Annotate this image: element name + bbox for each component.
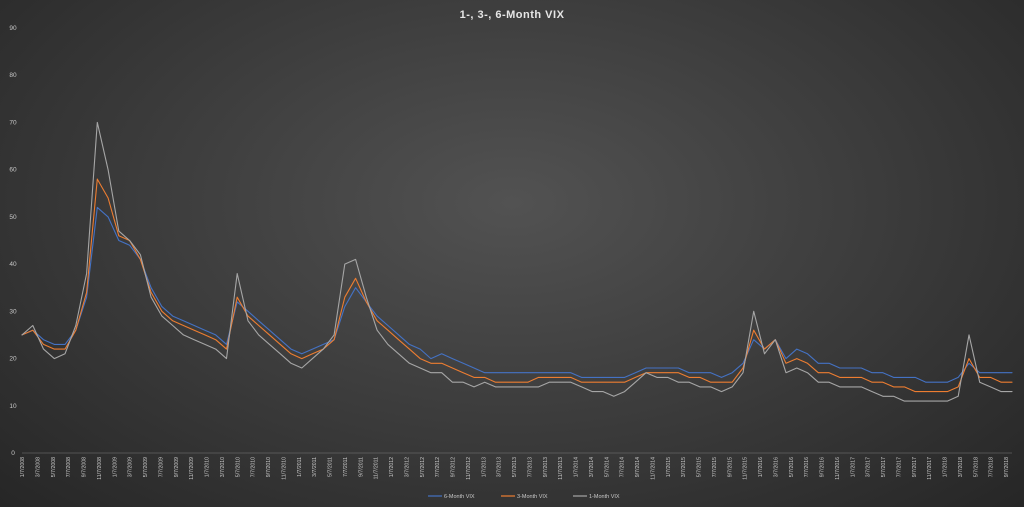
chart-title: 1-, 3-, 6-Month VIX xyxy=(460,9,565,21)
x-tick-label: 3/7/2015 xyxy=(681,457,687,477)
x-tick-label: 11/7/2013 xyxy=(558,457,564,480)
x-tick-label: 9/7/2009 xyxy=(174,457,180,477)
x-tick-label: 3/7/2017 xyxy=(866,457,872,477)
x-tick-label: 9/7/2008 xyxy=(82,457,88,477)
x-tick-label: 9/7/2015 xyxy=(727,457,733,477)
x-axis: 1/7/2008 3/7/2008 5/7/2008 7/7/2008 9/7/2008… xyxy=(20,457,1010,480)
y-axis: 0 10 20 30 40 50 60 70 80 90 xyxy=(9,25,17,457)
x-tick-label: 5/7/2018 xyxy=(973,457,979,477)
y-tick-label: 40 xyxy=(9,261,17,268)
x-tick-label: 5/7/2011 xyxy=(328,457,334,477)
x-tick-label: 11/7/2008 xyxy=(97,457,103,480)
y-tick-label: 20 xyxy=(9,356,17,363)
legend-label: 1-Month VIX xyxy=(589,494,620,500)
x-tick-label: 9/7/2013 xyxy=(543,457,549,477)
y-tick-label: 90 xyxy=(9,25,17,32)
y-tick-label: 50 xyxy=(9,214,17,221)
x-tick-label: 5/7/2013 xyxy=(512,457,518,477)
x-tick-label: 5/7/2010 xyxy=(235,457,241,477)
x-tick-label: 7/7/2015 xyxy=(712,457,718,477)
x-tick-label: 7/7/2009 xyxy=(158,457,164,477)
x-tick-label: 3/7/2011 xyxy=(312,457,318,477)
x-tick-label: 7/7/2010 xyxy=(251,457,257,477)
x-tick-label: 7/7/2013 xyxy=(527,457,533,477)
series-line-3 xyxy=(21,121,1013,402)
x-tick-label: 1/7/2010 xyxy=(205,457,211,477)
x-tick-label: 3/7/2018 xyxy=(958,457,964,477)
x-tick-label: 7/7/2014 xyxy=(620,457,626,477)
x-tick-label: 9/7/2014 xyxy=(635,457,641,477)
x-tick-label: 9/7/2010 xyxy=(266,457,272,477)
legend: 6-Month VIX 3-Month VIX 1-Month VIX xyxy=(428,494,620,500)
x-tick-label: 9/7/2011 xyxy=(358,457,364,477)
x-tick-label: 5/7/2012 xyxy=(420,457,426,477)
x-tick-label: 11/7/2014 xyxy=(650,457,656,480)
x-tick-label: 11/7/2009 xyxy=(189,457,195,480)
y-tick-label: 30 xyxy=(9,308,17,315)
x-tick-label: 1/7/2017 xyxy=(850,457,856,477)
x-tick-label: 1/7/2016 xyxy=(758,457,764,477)
x-tick-label: 7/7/2011 xyxy=(343,457,349,477)
x-tick-label: 5/7/2015 xyxy=(697,457,703,477)
x-tick-label: 3/7/2012 xyxy=(404,457,410,477)
series-group xyxy=(21,121,1013,402)
x-tick-label: 11/7/2012 xyxy=(466,457,472,480)
x-tick-label: 3/7/2013 xyxy=(497,457,503,477)
x-tick-label: 11/7/2011 xyxy=(374,457,380,479)
x-tick-label: 1/7/2013 xyxy=(481,457,487,477)
x-tick-label: 1/7/2014 xyxy=(574,457,580,477)
x-tick-label: 1/7/2008 xyxy=(20,457,26,477)
x-tick-label: 3/7/2008 xyxy=(35,457,41,477)
x-tick-label: 1/7/2015 xyxy=(666,457,672,477)
x-tick-label: 3/7/2010 xyxy=(220,457,226,477)
y-tick-label: 80 xyxy=(9,72,17,79)
y-tick-label: 60 xyxy=(9,167,17,174)
y-tick-label: 70 xyxy=(9,119,17,126)
x-tick-label: 5/7/2008 xyxy=(51,457,57,477)
x-tick-label: 7/7/2018 xyxy=(989,457,995,477)
x-tick-label: 7/7/2012 xyxy=(435,457,441,477)
x-tick-label: 7/7/2016 xyxy=(804,457,810,477)
x-tick-label: 5/7/2016 xyxy=(789,457,795,477)
series-line-2 xyxy=(21,178,1013,393)
x-tick-label: 5/7/2017 xyxy=(881,457,887,477)
x-tick-label: 11/7/2015 xyxy=(743,457,749,480)
x-tick-label: 11/7/2016 xyxy=(835,457,841,480)
x-tick-label: 5/7/2014 xyxy=(604,457,610,477)
x-tick-label: 7/7/2008 xyxy=(66,457,72,477)
x-tick-label: 3/7/2014 xyxy=(589,457,595,477)
x-tick-label: 9/7/2012 xyxy=(451,457,457,477)
legend-label: 6-Month VIX xyxy=(444,494,475,500)
legend-label: 3-Month VIX xyxy=(517,494,548,500)
x-tick-label: 9/7/2016 xyxy=(820,457,826,477)
x-tick-label: 3/7/2009 xyxy=(128,457,134,477)
y-tick-label: 0 xyxy=(11,450,15,457)
x-tick-label: 1/7/2018 xyxy=(943,457,949,477)
x-tick-label: 1/7/2011 xyxy=(297,457,303,477)
x-tick-label: 1/7/2012 xyxy=(389,457,395,477)
x-tick-label: 11/7/2017 xyxy=(927,457,933,480)
series-line-1 xyxy=(21,206,1013,383)
x-tick-label: 1/7/2009 xyxy=(112,457,118,477)
x-tick-label: 9/7/2018 xyxy=(1004,457,1010,477)
y-tick-label: 10 xyxy=(9,403,17,410)
x-tick-label: 7/7/2017 xyxy=(896,457,902,477)
x-tick-label: 9/7/2017 xyxy=(912,457,918,477)
x-tick-label: 5/7/2009 xyxy=(143,457,149,477)
x-tick-label: 3/7/2016 xyxy=(773,457,779,477)
x-tick-label: 11/7/2010 xyxy=(281,457,287,480)
